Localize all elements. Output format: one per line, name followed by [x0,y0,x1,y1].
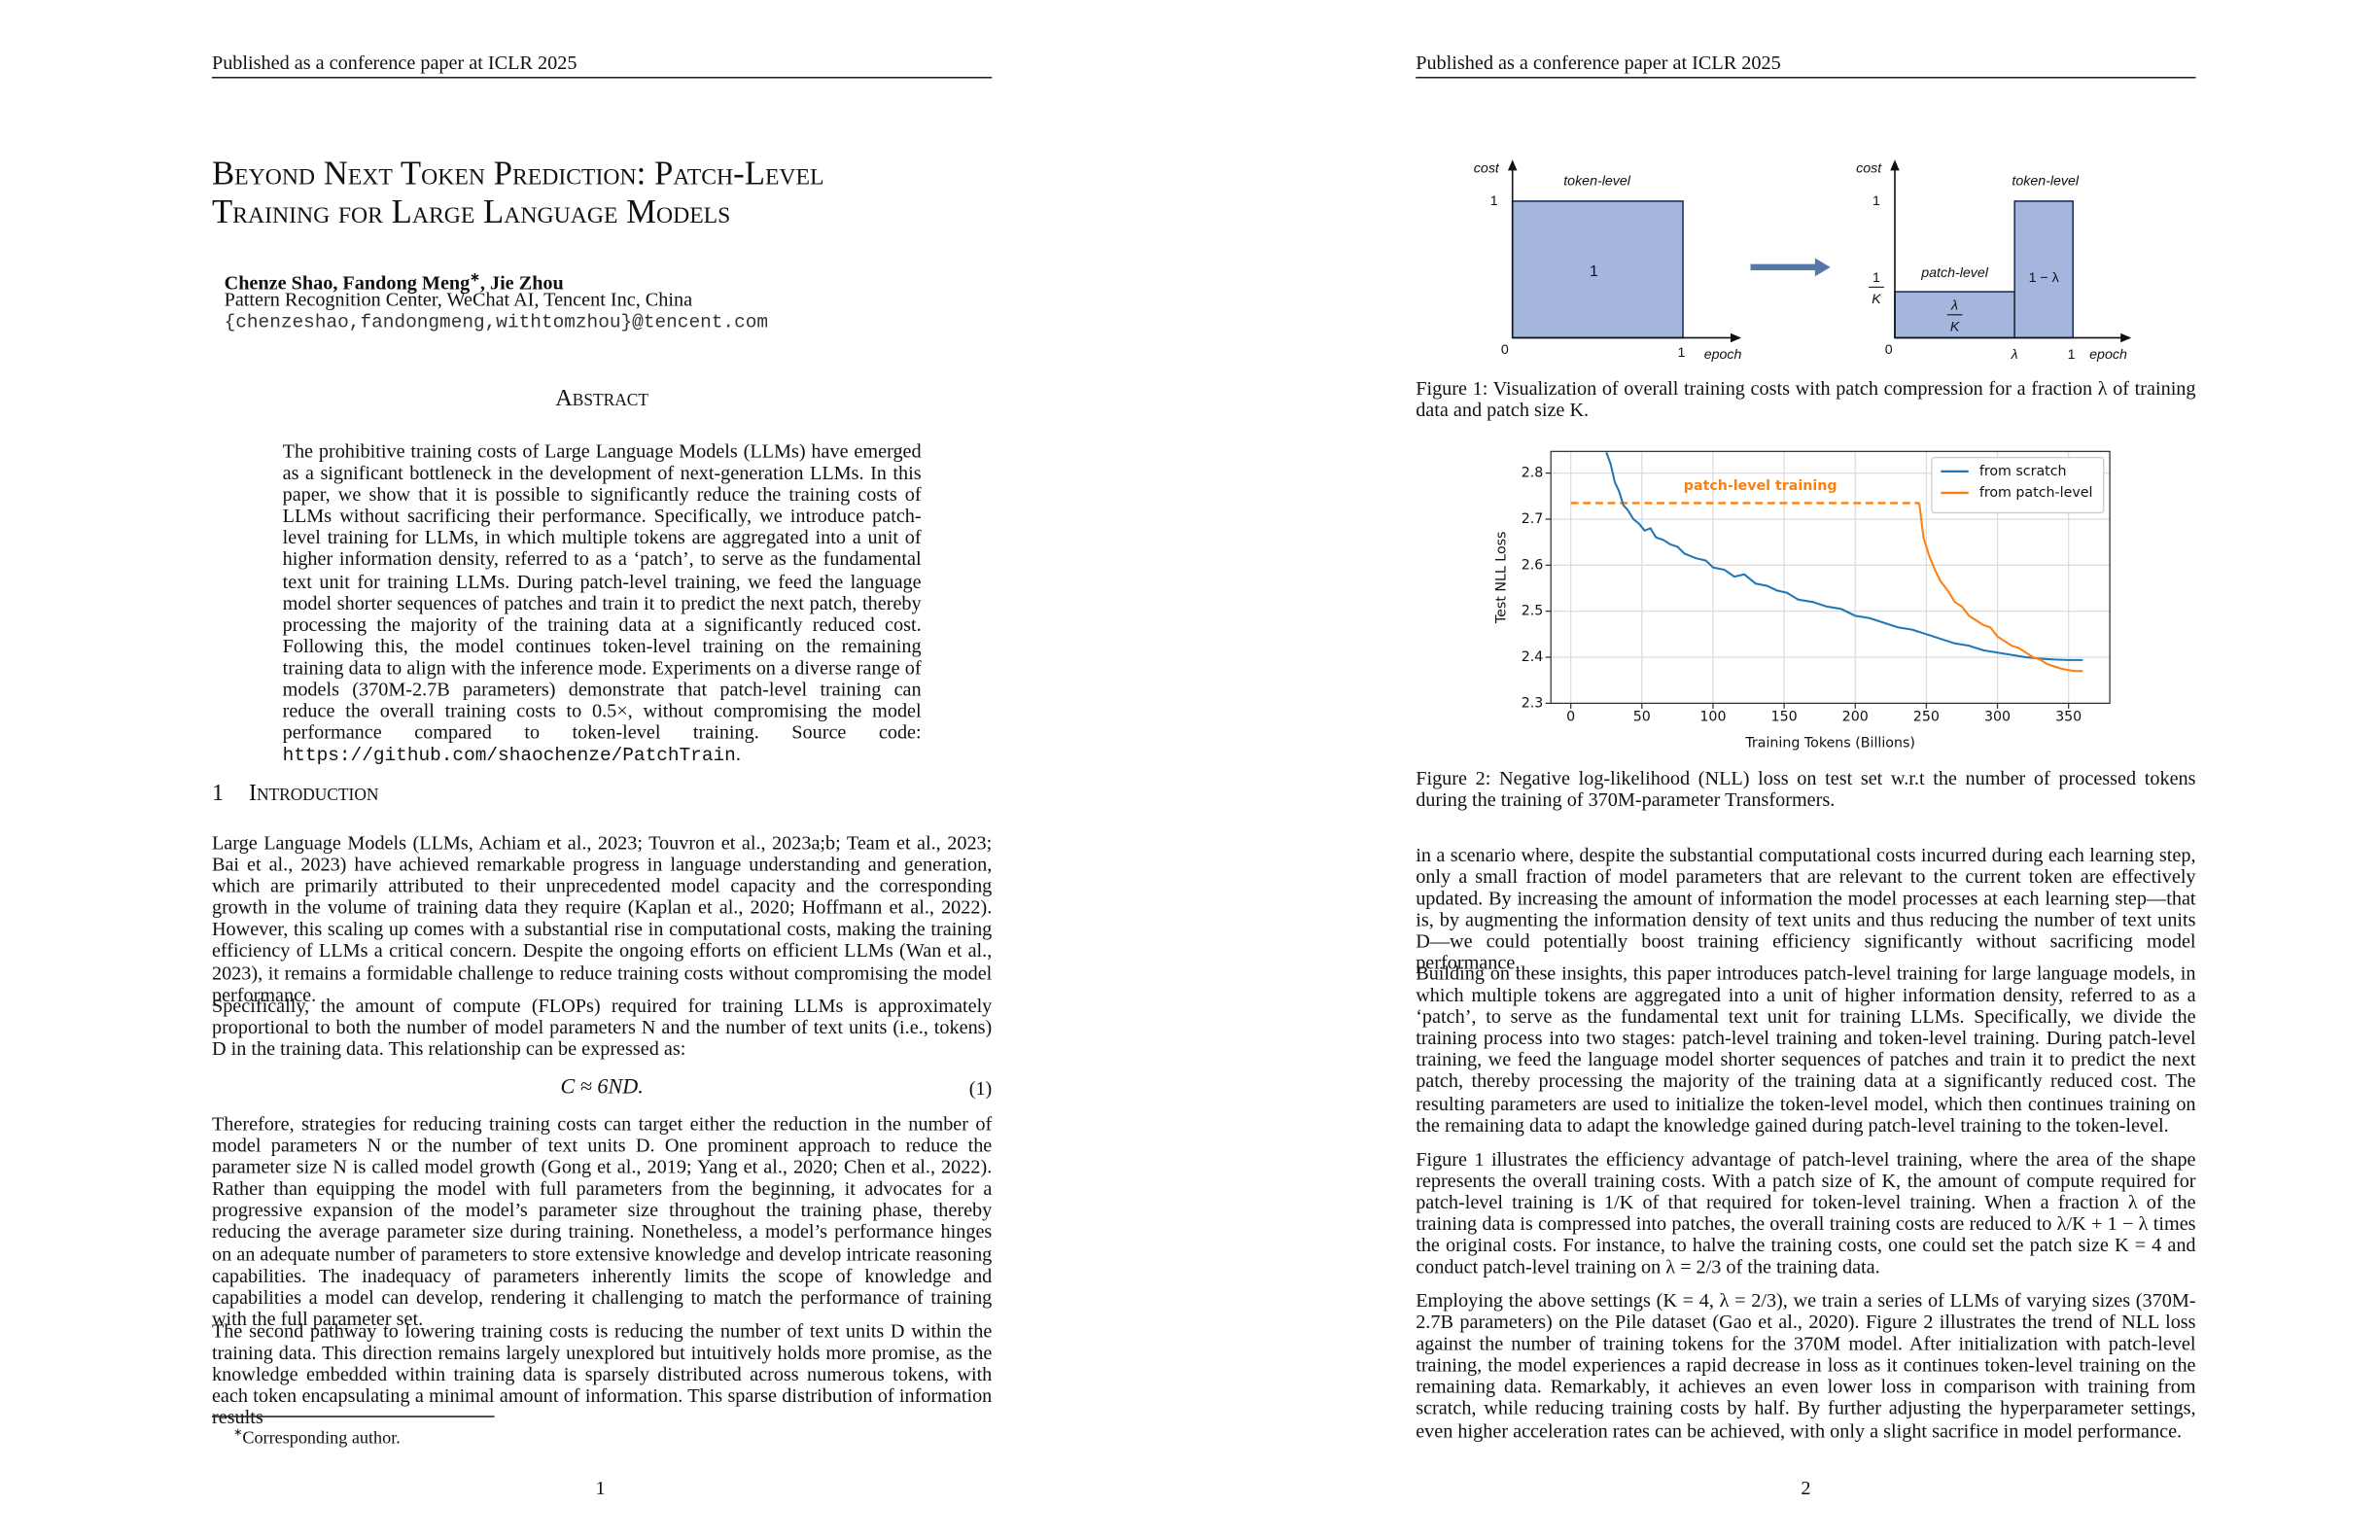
tick-label: 0 [1885,342,1893,358]
y-tick-label: 2.8 [1522,466,1544,481]
y-tick-label: 2.7 [1522,511,1544,527]
authors: Chenze Shao, Fandong Meng∗, Jie Zhou [225,267,564,294]
tick-label: 1 [1677,345,1685,361]
axis-label: cost [1856,161,1882,177]
fraction-numerator: 1 [1872,270,1880,286]
paper-title: Beyond Next Token Prediction: Patch-Leve… [212,154,824,230]
y-axis-label: Test NLL Loss [1494,532,1510,625]
figure1-left: cost 1 token-level 1 0 1 epoch [1474,159,1742,363]
footnote-rule [211,1416,495,1418]
figure-caption: Figure 2: Negative log-likelihood (NLL) … [1416,767,2196,812]
paragraph: Therefore, strategies for reducing train… [211,1113,993,1330]
equation-number: (1) [968,1077,993,1100]
paragraph: The second pathway to lowering training … [211,1320,993,1429]
x-axis-label: Training Tokens (Billions) [1744,735,1915,751]
tick-label: 1 [2068,347,2076,363]
x-tick-label: 250 [1913,710,1940,725]
author-names: Chenze Shao, Fandong Meng [224,271,471,295]
arrowhead [1730,332,1742,343]
page-number: 1 [595,1477,606,1499]
y-tick-label: 2.3 [1522,695,1544,711]
legend-box [1931,457,2105,514]
region-label: patch-level [1920,265,1989,281]
email: {chenzeshao,fandongmeng,withtomzhou}@ten… [224,311,769,333]
axis-label: epoch [2089,347,2127,363]
figure-caption: Figure 1: Visualization of overall train… [1416,377,2196,421]
tick-label: 0 [1501,342,1509,358]
y-tick-label: 2.6 [1522,557,1544,573]
tick-label: 1 [1490,193,1498,209]
paragraph: Building on these insights, this paper i… [1416,962,2196,1137]
abstract: The prohibitive training costs of Large … [283,440,922,766]
header-rule [211,76,993,79]
x-tick-label: 350 [2055,710,2082,725]
y-tick-label: 2.5 [1522,604,1544,619]
affiliation: Pattern Recognition Center, WeChat AI, T… [224,288,693,311]
footnote: ∗Corresponding author. [233,1422,401,1450]
code-url[interactable]: https://github.com/shaochenze/PatchTrain [282,745,736,767]
paragraph: Figure 1 illustrates the efficiency adva… [1416,1148,2196,1278]
running-header: Published as a conference paper at ICLR … [211,52,578,74]
title-line: Training for Large Language Models [211,192,731,230]
footnote-text: Corresponding author. [242,1429,401,1449]
arrowhead [1507,159,1518,171]
author-names: , Jie Zhou [479,271,564,295]
cost-area [1511,200,1684,339]
arrowhead [2120,332,2132,343]
axis-label: epoch [1704,347,1742,363]
area-label: 1 [1590,263,1598,280]
x-tick-label: 100 [1699,710,1726,725]
abstract-text: The prohibitive training costs of Large … [282,440,922,744]
tick-label: λ [2011,347,2018,363]
paragraph: Employing the above settings (K = 4, λ =… [1416,1289,2196,1442]
x-tick-label: 300 [1984,710,2011,725]
annotation: patch-level training [1684,478,1838,494]
equation: C ≈ 6ND. [560,1076,644,1100]
header-rule [1416,76,2196,79]
section-number: 1 [211,780,225,807]
area-label: 1 − λ [2029,270,2059,286]
x-tick-label: 200 [1842,710,1869,725]
legend-label: from patch-level [1979,485,2093,501]
token-area [2013,200,2074,339]
paragraph: Specifically, the amount of compute (FLO… [211,995,993,1061]
arrowhead [1890,159,1900,171]
region-label: token-level [1563,173,1631,189]
arrowhead [1814,258,1831,277]
figure2-chart: Training Tokens (Billions) Test NLL Loss… [1494,450,2111,751]
running-header: Published as a conference paper at ICLR … [1416,52,1781,74]
legend-label: from scratch [1979,464,2067,479]
x-tick-label: 0 [1566,710,1575,725]
footnote-mark: ∗ [470,269,480,285]
paragraph: in a scenario where, despite the substan… [1416,844,2196,975]
fraction-denominator: K [1872,292,1881,307]
loss-line [1918,503,2083,673]
tick-label: 1 [1872,193,1880,209]
page-number: 2 [1801,1477,1811,1499]
fraction-numerator: λ [1950,298,1958,313]
section-title: Introduction [248,780,379,807]
figure1-right: cost 1 1 K patch-level λ K 1 − λ token-l… [1856,159,2132,363]
footnote-mark: ∗ [233,1426,243,1439]
axis-label: cost [1474,161,1500,177]
fraction-denominator: K [1950,319,1960,334]
loss-line [1605,451,2083,661]
region-label: token-level [2012,173,2080,189]
abstract-heading: Abstract [555,385,649,412]
x-tick-label: 150 [1771,710,1798,725]
paragraph: Large Language Models (LLMs, Achiam et a… [211,832,993,1005]
plot-frame [1550,450,2111,704]
y-tick-label: 2.4 [1522,649,1544,665]
punctuation: . [735,743,741,766]
title-line: Beyond Next Token Prediction: Patch-Leve… [211,153,824,192]
x-tick-label: 50 [1633,710,1651,725]
